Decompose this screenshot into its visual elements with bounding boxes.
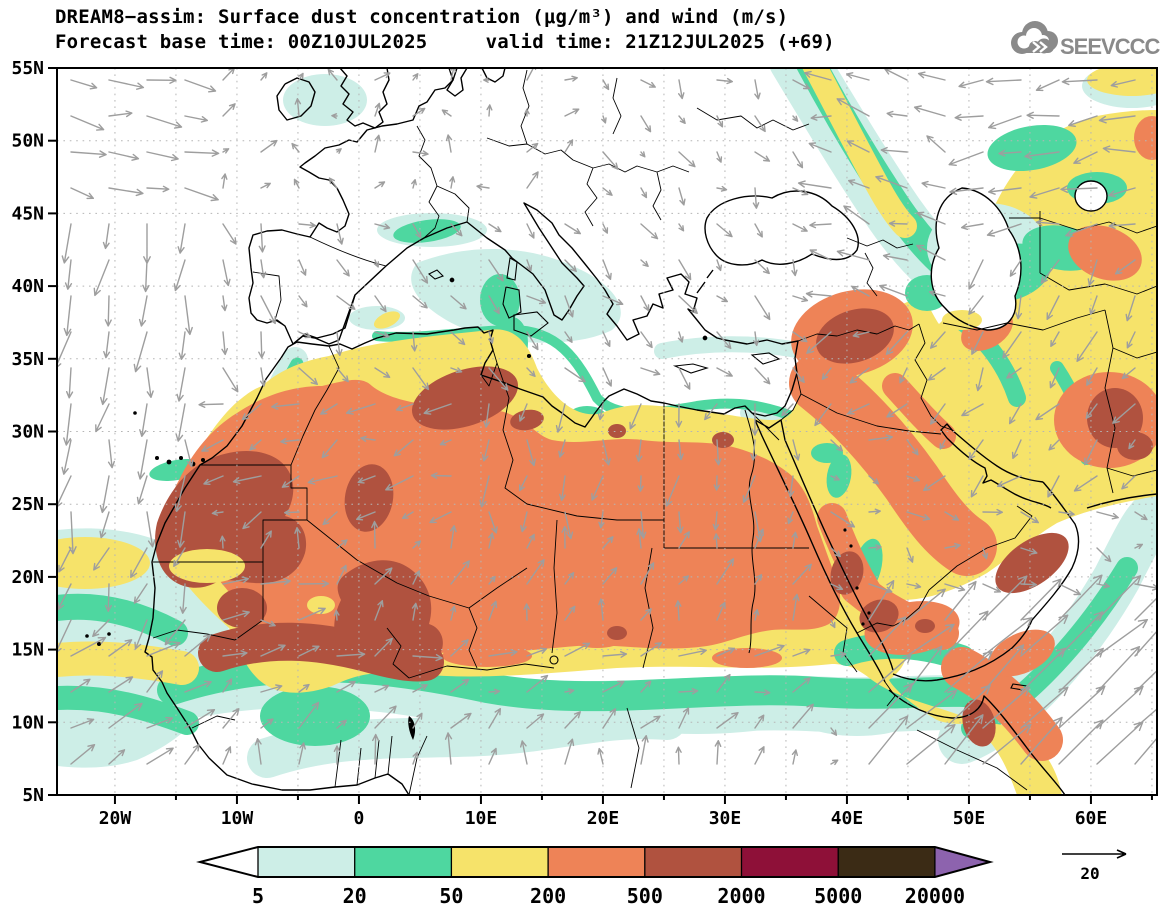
colorbar-arrow-low <box>200 847 258 877</box>
lat-label: 40N <box>11 276 44 297</box>
lon-label: 30E <box>709 808 742 829</box>
lon-label: 20W <box>99 808 132 829</box>
lon-label: 10W <box>221 808 254 829</box>
colorbar-label: 5 <box>252 884 264 907</box>
lon-label: 10E <box>465 808 498 829</box>
colorbar-segment <box>645 847 742 877</box>
lon-label: 50E <box>953 808 986 829</box>
forecast-map-canvas: 55N 50N 45N 40N 35N 30N 25N 20N 15N 10N 5N 20W 10W 0 1… <box>0 0 1165 907</box>
forecast-figure: DREAM8−assim: Surface dust concentration… <box>0 0 1165 907</box>
wind-reference-label: 20 <box>1080 864 1099 883</box>
lat-label: 20N <box>11 567 44 588</box>
colorbar-segment <box>742 847 839 877</box>
lon-label: 20E <box>587 808 620 829</box>
lat-label: 15N <box>11 640 44 661</box>
lat-label: 30N <box>11 422 44 443</box>
colorbar-segment <box>258 847 355 877</box>
lat-label: 55N <box>11 58 44 79</box>
colorbar-label: 200 <box>530 884 566 907</box>
lon-label: 0 <box>354 808 365 829</box>
lon-label: 40E <box>831 808 864 829</box>
colorbar-segment <box>355 847 452 877</box>
lat-label: 45N <box>11 203 44 224</box>
wind-reference: 20 <box>1062 850 1126 883</box>
lat-label: 25N <box>11 494 44 515</box>
lat-label: 35N <box>11 349 44 370</box>
colorbar-label: 500 <box>627 884 663 907</box>
lat-label: 10N <box>11 712 44 733</box>
colorbar-segment <box>548 847 645 877</box>
colorbar-segment <box>838 847 935 877</box>
lon-label: 60E <box>1075 808 1108 829</box>
colorbar-label: 50 <box>439 884 463 907</box>
lat-label: 5N <box>22 785 44 806</box>
colorbar-segment <box>451 847 548 877</box>
colorbar: 5 20 50 200 500 2000 5000 20000 <box>200 847 990 907</box>
lat-label: 50N <box>11 131 44 152</box>
colorbar-label: 2000 <box>717 884 765 907</box>
colorbar-label: 20 <box>343 884 367 907</box>
colorbar-label: 20000 <box>905 884 965 907</box>
colorbar-label: 5000 <box>814 884 862 907</box>
colorbar-arrow-high <box>935 847 990 877</box>
wind-reference-arrow <box>1062 850 1126 858</box>
